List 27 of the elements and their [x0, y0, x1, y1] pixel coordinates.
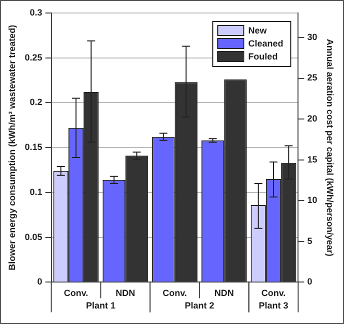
- y2-tick-label: 10: [307, 195, 318, 206]
- text: Plant 3: [258, 300, 288, 311]
- y-axis-title: Blower energy consumption (kWh/m³ wastewater treated): [6, 24, 17, 270]
- y2-axis-title: Annual aeration cost per capital (kWh/person/year): [325, 38, 336, 256]
- y2-tick-label: 20: [307, 114, 318, 124]
- text: Plant 1: [86, 300, 116, 311]
- legend-label: Cleaned: [248, 38, 284, 48]
- y-tick-label: 0.1: [30, 186, 42, 197]
- x-tick-label: Conv.: [261, 288, 286, 298]
- y2-tick-label: 5: [307, 236, 312, 246]
- y-tick-label: 0.2: [30, 97, 42, 108]
- y-tick-label: 0: [37, 276, 42, 287]
- y-tick-label: 0.3: [30, 7, 42, 18]
- x-tick-label: Conv.: [162, 288, 187, 298]
- legend-label: New: [248, 25, 268, 36]
- x-tick-label: Conv.: [64, 288, 88, 298]
- x-tick-label: NDN: [214, 288, 234, 298]
- y2-tick-label: 15: [307, 154, 318, 164]
- legend-label: Fouled: [248, 51, 278, 62]
- y2-tick-label: 25: [307, 72, 318, 83]
- y2-tick-label: 0: [307, 276, 312, 287]
- x-tick-label: NDN: [116, 288, 136, 298]
- y-tick-label: 0.05: [24, 232, 42, 242]
- y-tick-label: 0.25: [24, 52, 42, 62]
- y2-tick-label: 30: [307, 32, 318, 42]
- y-tick-label: 0.15: [24, 142, 42, 152]
- text: Plant 2: [184, 300, 214, 311]
